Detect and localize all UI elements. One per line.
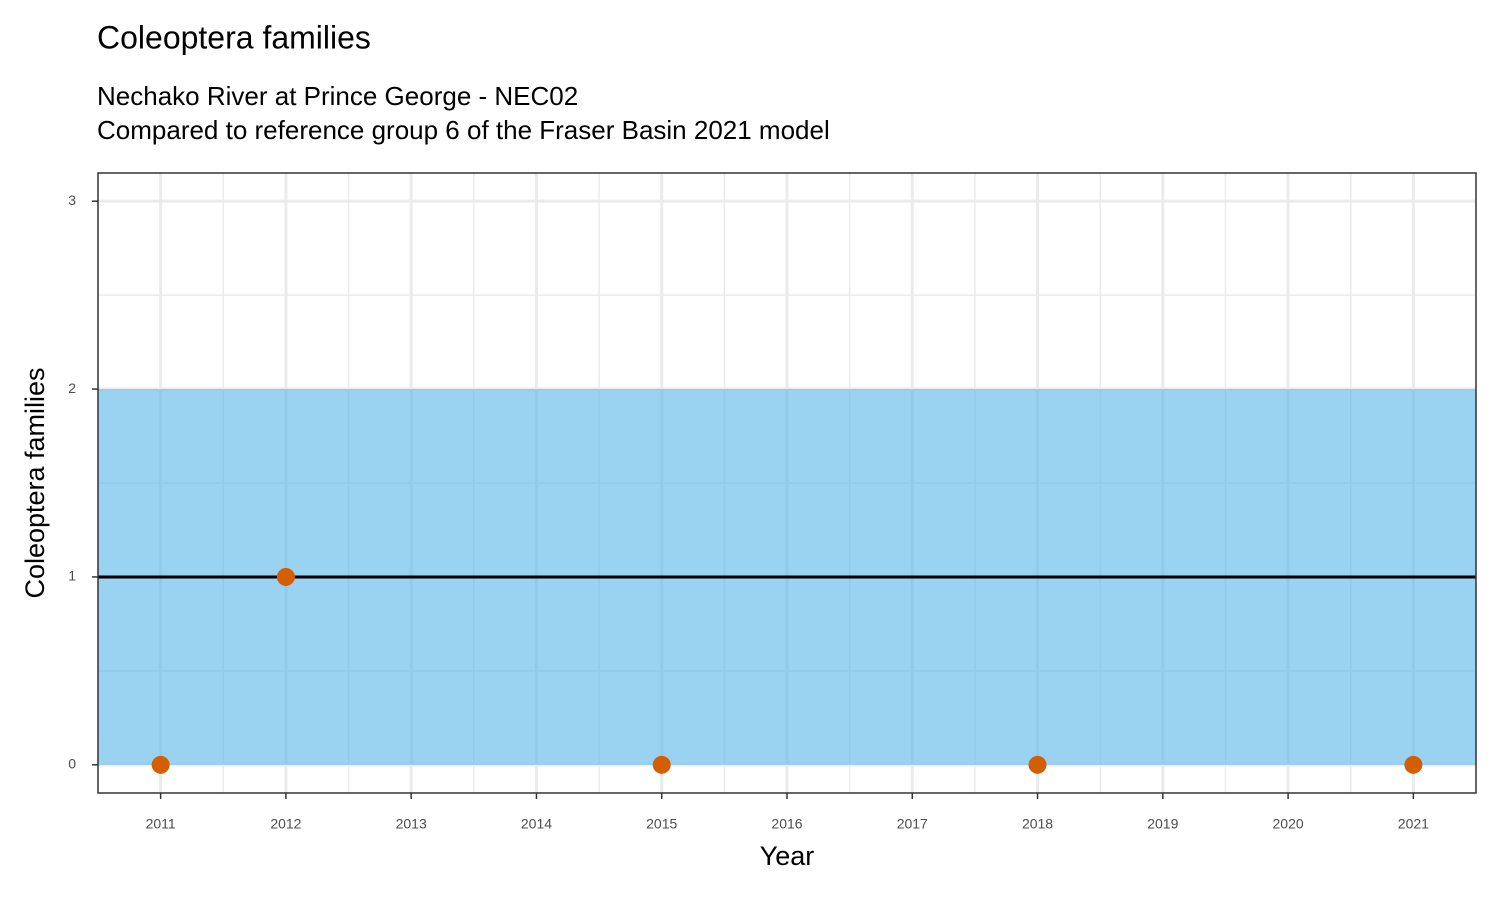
x-tick-label: 2014 (521, 816, 552, 832)
chart-subtitle: Compared to reference group 6 of the Fra… (97, 115, 830, 145)
x-tick-label: 2016 (771, 816, 802, 832)
chart-subtitle: Nechako River at Prince George - NEC02 (97, 81, 578, 111)
x-tick-label: 2020 (1273, 816, 1304, 832)
plot-border (97, 172, 1477, 794)
x-tick-label: 2021 (1398, 816, 1429, 832)
point (1028, 755, 1047, 774)
x-tick-label: 2012 (270, 816, 301, 832)
x-tick-label: 2018 (1022, 816, 1053, 832)
x-tick-label: 2011 (146, 816, 176, 832)
point (151, 755, 170, 774)
y-tick-label: 2 (68, 380, 76, 396)
x-axis-title: Year (760, 841, 815, 871)
point (1404, 755, 1423, 774)
x-tick-label: 2019 (1147, 816, 1178, 832)
y-tick-label: 0 (68, 756, 76, 772)
point (276, 567, 295, 586)
y-tick-label: 1 (68, 568, 76, 584)
x-tick-label: 2017 (897, 816, 928, 832)
y-axis-title: Coleoptera families (20, 367, 50, 598)
point (652, 755, 671, 774)
x-tick-label: 2013 (396, 816, 427, 832)
y-tick-label: 3 (68, 192, 76, 208)
x-tick-label: 2015 (646, 816, 677, 832)
chart-title: Coleoptera families (97, 19, 371, 55)
